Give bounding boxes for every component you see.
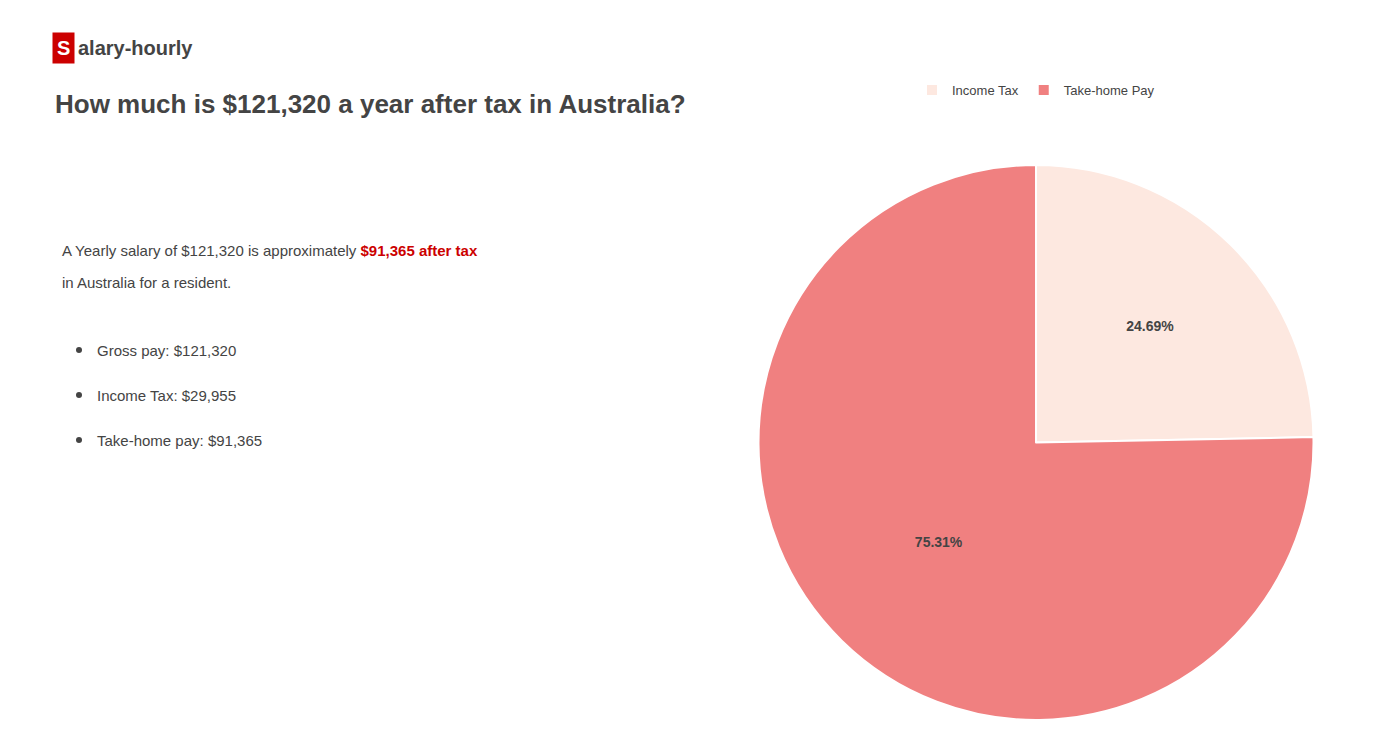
svg-text:24.69%: 24.69% [1126,318,1174,334]
svg-text:How much is $121,320 a year af: How much is $121,320 a year after tax in… [55,89,686,119]
svg-text:Income Tax: $29,955: Income Tax: $29,955 [97,387,236,404]
svg-text:Take-home pay: $91,365: Take-home pay: $91,365 [97,432,262,449]
svg-text:Gross pay: $121,320: Gross pay: $121,320 [97,342,236,359]
svg-text:alary-hourly: alary-hourly [78,37,193,59]
svg-text:Take-home Pay: Take-home Pay [1064,83,1155,98]
svg-text:Income Tax: Income Tax [952,83,1019,98]
svg-text:A Yearly salary of $121,320 is: A Yearly salary of $121,320 is approxima… [62,242,478,259]
svg-text:in Australia for a resident.: in Australia for a resident. [62,274,231,291]
svg-text:75.31%: 75.31% [915,534,963,550]
svg-text:S: S [57,37,70,59]
